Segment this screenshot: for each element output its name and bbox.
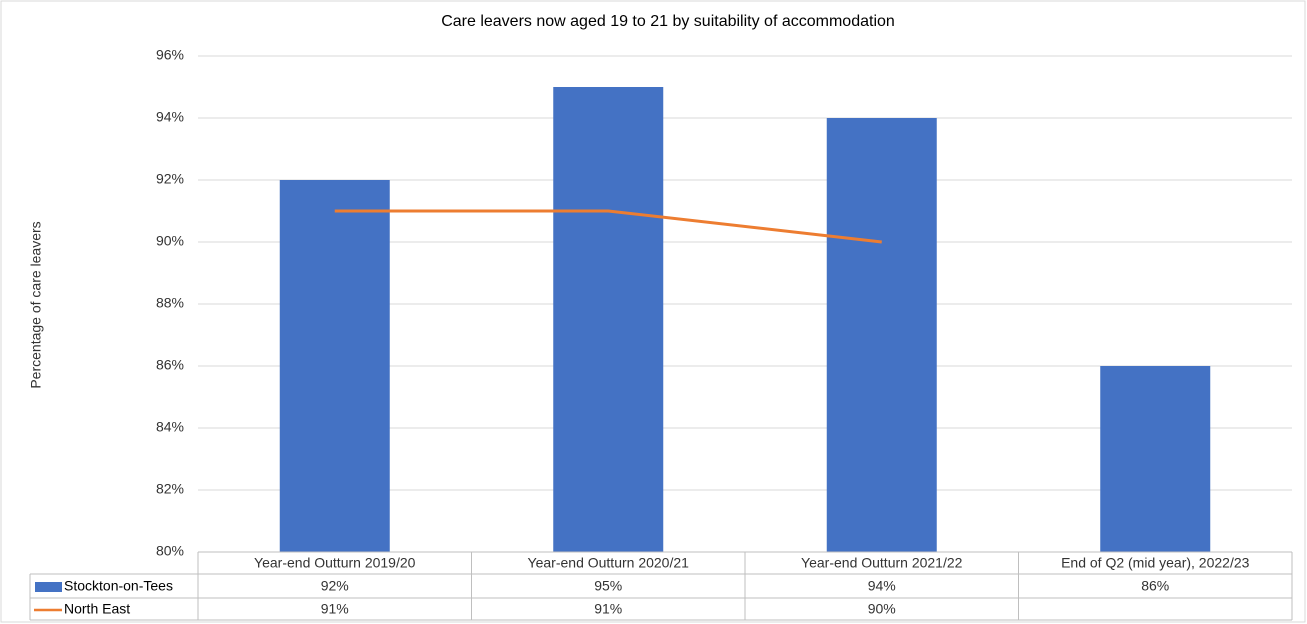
y-tick-label: 86% <box>156 357 184 373</box>
data-label: 91% <box>594 601 622 617</box>
bar <box>1100 366 1211 552</box>
data-label: 90% <box>868 601 896 617</box>
legend-key <box>35 582 62 592</box>
y-tick-label: 84% <box>156 419 184 435</box>
y-axis-label: Percentage of care leavers <box>28 221 44 388</box>
data-label: 92% <box>321 578 349 594</box>
x-tick-label: End of Q2 (mid year), 2022/23 <box>1061 555 1250 571</box>
legend-label: Stockton-on-Tees <box>64 578 173 594</box>
data-label: 86% <box>1141 578 1169 594</box>
y-tick-label: 92% <box>156 171 184 187</box>
y-tick-label: 82% <box>156 481 184 497</box>
bar <box>553 87 664 552</box>
bar <box>279 180 390 552</box>
x-tick-label: Year-end Outturn 2019/20 <box>254 555 416 571</box>
legend-label: North East <box>64 601 130 617</box>
chart-title: Care leavers now aged 19 to 21 by suitab… <box>441 13 895 30</box>
line <box>334 209 882 244</box>
data-label: 94% <box>868 578 896 594</box>
y-tick-label: 94% <box>156 109 184 125</box>
y-tick-label: 90% <box>156 233 184 249</box>
data-label: 95% <box>594 578 622 594</box>
bar <box>826 118 937 552</box>
x-tick-label: Year-end Outturn 2020/21 <box>528 555 690 571</box>
data-label: 91% <box>321 601 349 617</box>
x-tick-label: Year-end Outturn 2021/22 <box>801 555 963 571</box>
y-tick-label: 80% <box>156 543 184 559</box>
y-tick-label: 96% <box>156 47 184 63</box>
y-tick-label: 88% <box>156 295 184 311</box>
